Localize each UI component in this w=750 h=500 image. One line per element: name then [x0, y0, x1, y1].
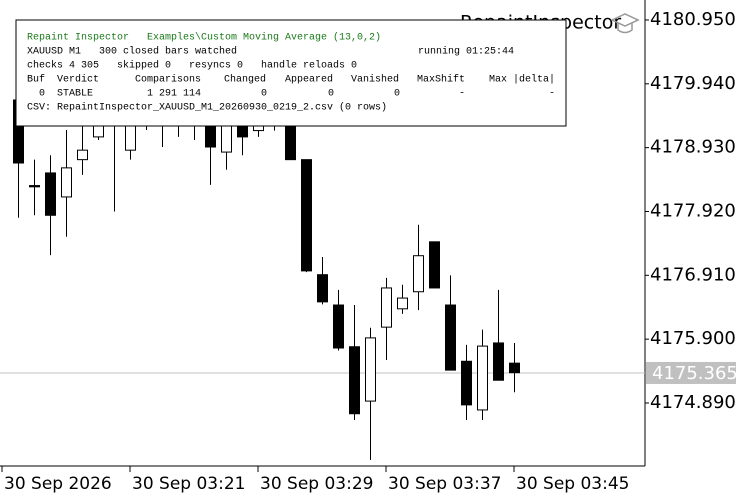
y-tick-label: 4179.940 [650, 73, 736, 94]
candle-body [397, 297, 408, 310]
y-tick-label: 4180.950 [650, 9, 736, 30]
y-tick-label: 4178.930 [650, 137, 736, 158]
current-price-box [646, 361, 736, 384]
table-header: Appeared [285, 74, 333, 86]
candle-body [381, 287, 392, 328]
candle-body [349, 346, 360, 415]
panel-status: XAUUSD M1 300 closed bars watched [27, 46, 237, 58]
table-cell: 0 [261, 89, 267, 100]
candle-body [29, 185, 40, 188]
table-header: Vanished [351, 74, 399, 86]
x-tick-label: 30 Sep 2026 [4, 474, 112, 494]
candle-body [493, 342, 504, 381]
table-header: Changed [224, 74, 266, 86]
candle-body [429, 241, 440, 289]
candle-body [365, 337, 376, 402]
candle-body [301, 159, 312, 272]
current-price-label: 4175.365 [652, 363, 738, 384]
panel-running: running 01:25:44 [418, 46, 514, 58]
table-cell: 1 291 114 [147, 89, 201, 100]
x-tick-label: 30 Sep 03:37 [388, 474, 501, 494]
y-tick-label: 4175.900 [650, 328, 736, 349]
x-tick-label: 30 Sep 03:29 [260, 474, 373, 494]
x-tick-label: 30 Sep 03:21 [132, 474, 245, 494]
panel-title: Repaint Inspector Examples\Custom Moving… [27, 32, 381, 44]
candle-body [477, 345, 488, 411]
candle-body [317, 274, 328, 303]
y-tick-label: 4174.890 [650, 392, 736, 413]
x-tick-label: 30 Sep 03:45 [516, 474, 629, 494]
panel-checks: checks 4 305 skipped 0 resyncs 0 handle … [27, 60, 357, 72]
y-tick-label: 4177.920 [650, 200, 736, 221]
candle-body [61, 167, 72, 198]
table-header: Verdict [57, 74, 99, 86]
table-cell: - [459, 89, 465, 100]
candle-body [45, 172, 56, 216]
panel: Repaint Inspector Examples\Custom Moving… [15, 19, 567, 127]
table-cell: 0 [394, 89, 400, 100]
table-cell: - [549, 89, 555, 100]
table-cell: 0 [328, 89, 334, 100]
table-cell: STABLE [57, 89, 93, 100]
table-header: MaxShift [417, 74, 465, 86]
hat-icon [610, 13, 640, 34]
plot-area: 4180.950 4179.940 4178.930 4177.920 4176.910… [0, 0, 738, 494]
table-cell: 0 [39, 89, 45, 100]
candle-body [509, 362, 520, 374]
candle-body [445, 304, 456, 371]
table-header: Max |delta| [489, 74, 555, 86]
table-header: Buf [27, 74, 45, 86]
y-tick-label: 4176.910 [650, 264, 736, 285]
candle-body [461, 360, 472, 406]
panel-csv: CSV: RepaintInspector_XAUUSD_M1_20260930… [27, 102, 387, 114]
candle-body [333, 304, 344, 349]
candle-body [413, 255, 424, 293]
candle-body [77, 149, 88, 161]
table-header: Comparisons [135, 74, 201, 86]
panel-box [15, 19, 567, 127]
